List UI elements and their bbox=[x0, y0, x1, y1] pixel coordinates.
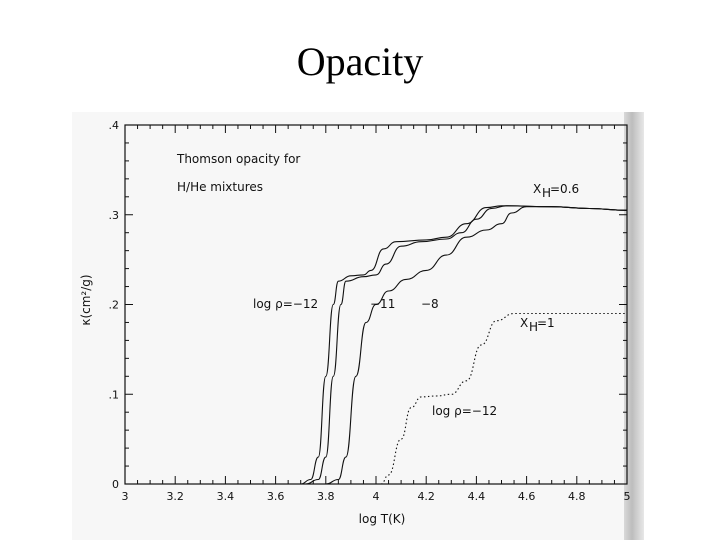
tick-labels: 3 3.2 3.4 3.6 3.8 4 4.2 4.4 4.6 4.8 5 0 .1 .2 .3 .4 bbox=[109, 119, 631, 503]
annotation-rho-minus12-helium: log ρ=−12 bbox=[432, 404, 497, 418]
series-line-3 bbox=[325, 206, 628, 485]
series-line-4 bbox=[380, 312, 627, 485]
annotation-xh-subscript: H bbox=[542, 186, 551, 200]
y-axis-label: κ(cm²/g) bbox=[79, 274, 93, 325]
y-tick-label: 0 bbox=[112, 478, 119, 491]
series-line-2 bbox=[305, 205, 628, 485]
y-tick-label: .3 bbox=[109, 209, 120, 222]
annotation-rho-minus11: −11 bbox=[370, 297, 395, 311]
x-axis-label: log T(K) bbox=[359, 512, 406, 526]
scan-edge-shadow bbox=[624, 112, 644, 540]
y-tick-label: .2 bbox=[109, 299, 120, 312]
x-tick-label: 3.8 bbox=[317, 490, 335, 503]
annotation-title-line1: Thomson opacity for bbox=[176, 152, 300, 166]
x-tick-label: 4.4 bbox=[468, 490, 486, 503]
x-tick-label: 5 bbox=[624, 490, 631, 503]
y-tick-label: .4 bbox=[109, 119, 120, 132]
x-tick-label: 4 bbox=[373, 490, 380, 503]
annotation-xh: X H =0.6 bbox=[533, 182, 579, 200]
y-tick-label: .1 bbox=[109, 388, 120, 401]
annotation-xhe: X H =1 bbox=[520, 316, 555, 334]
annotation-rho-minus8: −8 bbox=[421, 297, 439, 311]
tick-marks bbox=[124, 124, 628, 485]
x-tick-label: 3 bbox=[122, 490, 129, 503]
scanned-figure-background bbox=[72, 112, 644, 540]
annotation-xhe-subscript: H bbox=[529, 320, 538, 334]
annotation-xh-symbol: X bbox=[533, 182, 541, 196]
x-tick-label: 4.2 bbox=[417, 490, 435, 503]
x-tick-label: 4.8 bbox=[568, 490, 586, 503]
x-tick-label: 3.4 bbox=[217, 490, 235, 503]
series-line-1 bbox=[300, 205, 628, 485]
data-series bbox=[300, 205, 628, 485]
annotation-xhe-symbol: X bbox=[520, 316, 528, 330]
x-tick-label: 3.6 bbox=[267, 490, 285, 503]
slide-title: Opacity bbox=[296, 39, 424, 84]
chart-axes: 3 3.2 3.4 3.6 3.8 4 4.2 4.4 4.6 4.8 5 0 .1 .2 .3 .4 bbox=[109, 119, 631, 503]
x-tick-label: 4.6 bbox=[518, 490, 536, 503]
annotation-xhe-value: =1 bbox=[537, 316, 555, 330]
annotation-title-line2: H/He mixtures bbox=[177, 180, 263, 194]
annotation-xh-value: =0.6 bbox=[550, 182, 579, 196]
x-tick-label: 3.2 bbox=[166, 490, 184, 503]
annotation-rho-minus12: log ρ=−12 bbox=[253, 297, 318, 311]
